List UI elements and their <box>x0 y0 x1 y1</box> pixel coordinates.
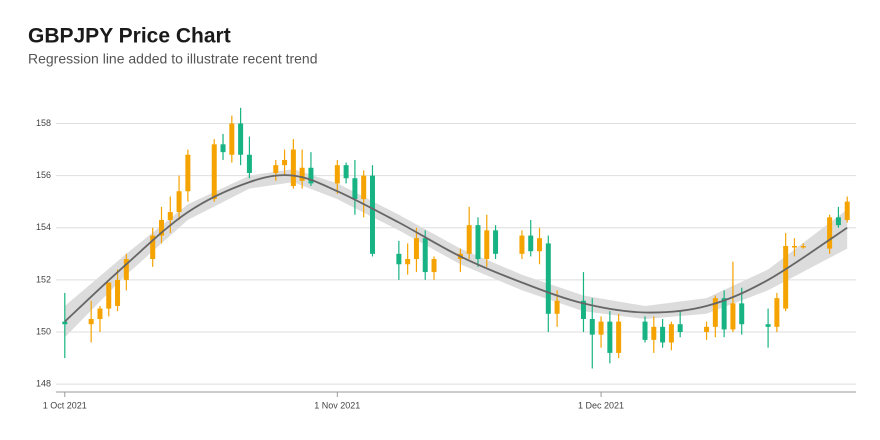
candle-body <box>106 282 112 309</box>
candle-body <box>343 165 349 179</box>
regression-line <box>64 174 848 323</box>
candle-body <box>158 219 164 236</box>
candle-body <box>537 238 543 252</box>
candle-body <box>62 321 68 325</box>
candle-body <box>580 300 586 319</box>
candle-body <box>660 326 666 343</box>
candle-body <box>211 144 217 200</box>
candle-body <box>123 259 129 280</box>
candle-body <box>246 154 252 173</box>
candle-body <box>800 246 806 248</box>
candle-body <box>721 298 727 330</box>
candle-body <box>827 217 833 249</box>
x-tick-label: 1 Nov 2021 <box>314 400 360 410</box>
candle-body <box>844 201 850 220</box>
candle-body <box>774 298 780 327</box>
candle-body <box>545 243 551 314</box>
y-tick-label: 152 <box>36 274 51 284</box>
candle-body <box>238 123 244 155</box>
candle-body <box>115 279 121 306</box>
chart-title: GBPJPY Price Chart <box>28 25 231 48</box>
candle-body <box>405 259 411 265</box>
y-tick-label: 156 <box>36 170 51 180</box>
candle-body <box>361 175 367 200</box>
x-tick-label: 1 Oct 2021 <box>43 400 87 410</box>
candle-body <box>290 149 296 187</box>
candle-body <box>484 230 490 260</box>
candle-body <box>598 321 604 335</box>
candle-body <box>475 225 481 260</box>
y-tick-label: 150 <box>36 326 51 336</box>
candle-body <box>651 326 657 340</box>
candle-body <box>528 235 534 252</box>
candle-body <box>352 178 358 200</box>
y-tick-label: 148 <box>36 379 51 389</box>
candle-body <box>616 321 622 353</box>
candle-body <box>185 154 191 192</box>
candle-body <box>97 308 103 319</box>
candle-body <box>493 230 499 254</box>
candle-body <box>220 144 226 153</box>
candle-body <box>712 298 718 327</box>
candle-body <box>783 246 789 309</box>
candle-body <box>466 225 472 254</box>
y-tick-label: 154 <box>36 222 51 232</box>
candle-body <box>739 303 745 325</box>
candle-body <box>167 212 173 220</box>
candle-body <box>413 238 419 260</box>
x-tick-label: 1 Dec 2021 <box>578 400 624 410</box>
candle-body <box>299 167 305 181</box>
candle-body <box>704 326 710 333</box>
candle-body <box>334 165 340 184</box>
candle-body <box>668 324 674 343</box>
candle-body <box>791 246 797 248</box>
candle-body <box>519 235 525 254</box>
candle-body <box>176 191 182 213</box>
candle-body <box>229 123 235 155</box>
candle-body <box>150 235 156 260</box>
candle-body <box>642 321 648 340</box>
confidence-band <box>64 169 848 338</box>
candle-body <box>396 253 402 265</box>
candle-body <box>308 167 314 184</box>
candle-body <box>422 238 428 273</box>
candle-body <box>677 324 683 333</box>
candle-body <box>765 324 771 327</box>
candle-body <box>282 159 288 166</box>
candle-body <box>369 175 375 254</box>
candle-body <box>431 259 437 273</box>
candle-body <box>589 319 595 335</box>
candle-body <box>607 321 613 353</box>
candle-body <box>88 319 94 325</box>
candle-body <box>554 300 560 314</box>
chart-subtitle: Regression line added to illustrate rece… <box>28 51 318 67</box>
candle-body <box>273 165 279 173</box>
candle-body <box>835 217 841 226</box>
y-tick-label: 158 <box>36 118 51 128</box>
candle-body <box>730 303 736 330</box>
